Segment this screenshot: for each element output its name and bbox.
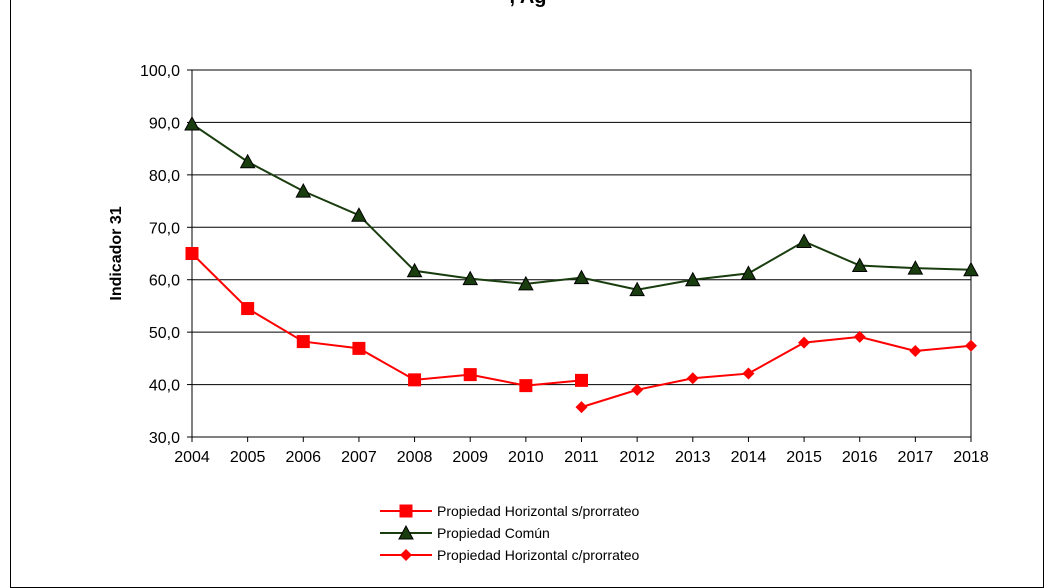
data-point — [351, 207, 367, 222]
data-point — [296, 335, 310, 349]
data-point — [796, 233, 812, 248]
y-axis-label: Indicador 31 — [108, 206, 125, 300]
data-point — [684, 271, 701, 287]
data-point — [352, 341, 366, 355]
data-point — [907, 260, 924, 275]
x-tick-label: 2016 — [842, 449, 878, 466]
series-group — [185, 247, 588, 393]
x-tick-label: 2006 — [285, 449, 321, 466]
x-tick-label: 2011 — [564, 449, 599, 466]
series-line — [191, 252, 582, 387]
x-tick-label: 2009 — [452, 449, 488, 466]
x-tick-label: 2012 — [619, 449, 655, 466]
data-point — [742, 367, 755, 380]
y-tick-label: 60,0 — [149, 273, 180, 290]
series-layer — [184, 115, 979, 414]
legend: Propiedad Horizontal s/prorrateo Propieda… — [380, 503, 640, 563]
legend-label: Propiedad Horizontal c/prorrateo — [437, 547, 640, 563]
data-point — [462, 270, 479, 286]
y-tick-label: 90,0 — [149, 115, 180, 132]
data-point — [631, 383, 644, 396]
y-tick-label: 40,0 — [149, 378, 180, 395]
x-tick-label: 2014 — [731, 449, 767, 466]
x-tick-label: 2007 — [341, 449, 377, 466]
data-point — [740, 265, 757, 280]
series-line — [191, 123, 972, 291]
legend-label: Propiedad Común — [437, 525, 550, 541]
data-point — [909, 345, 922, 358]
data-point — [851, 257, 868, 273]
data-point — [241, 302, 255, 316]
data-point — [406, 262, 423, 278]
data-point — [295, 183, 312, 198]
legend-marker — [399, 504, 413, 518]
x-tick-label: 2008 — [397, 449, 433, 466]
y-tick-label: 30,0 — [149, 430, 180, 447]
y-axis-ticks: 30,0 40,0 50,0 60,0 70,0 80,0 90,0 100,0 — [140, 63, 192, 447]
data-point — [853, 330, 866, 343]
legend-marker — [400, 549, 412, 561]
data-point — [518, 275, 534, 291]
series-group — [184, 115, 979, 297]
data-point — [686, 372, 699, 385]
legend-item: Propiedad Común — [380, 524, 550, 541]
y-tick-label: 80,0 — [149, 168, 180, 185]
x-tick-label: 2018 — [953, 449, 989, 466]
series-line — [581, 335, 972, 409]
x-tick-label: 2015 — [786, 449, 822, 466]
gridlines — [192, 121, 971, 386]
data-point — [185, 247, 199, 260]
y-tick-label: 50,0 — [149, 325, 180, 342]
data-point — [239, 153, 256, 169]
x-tick-label: 2013 — [675, 449, 711, 466]
data-point — [463, 368, 477, 382]
legend-label: Propiedad Horizontal s/prorrateo — [437, 503, 640, 519]
data-point — [519, 379, 533, 393]
x-tick-label: 2005 — [230, 449, 266, 466]
data-point — [575, 401, 588, 414]
data-point — [408, 373, 422, 387]
y-tick-label: 70,0 — [149, 220, 180, 237]
legend-item: Propiedad Horizontal s/prorrateo — [380, 503, 640, 519]
data-point — [629, 281, 645, 297]
data-point — [575, 373, 588, 387]
x-tick-label: 2010 — [508, 449, 544, 466]
x-axis-ticks: 2004 2005 2006 2007 2008 2009 2010 2011 2012 2013… — [174, 437, 989, 466]
legend-item: Propiedad Horizontal c/prorrateo — [380, 547, 640, 563]
chart-title: , Ag — [0, 0, 1056, 9]
chart-frame — [10, 0, 1044, 588]
x-tick-label: 2004 — [174, 449, 210, 466]
y-tick-label: 100,0 — [140, 63, 180, 80]
data-point — [184, 115, 200, 131]
series-group — [575, 330, 977, 414]
data-point — [963, 261, 979, 277]
legend-marker — [398, 524, 414, 540]
data-point — [798, 336, 811, 349]
data-point — [965, 339, 977, 352]
x-tick-label: 2017 — [898, 449, 934, 466]
data-point — [573, 269, 590, 285]
